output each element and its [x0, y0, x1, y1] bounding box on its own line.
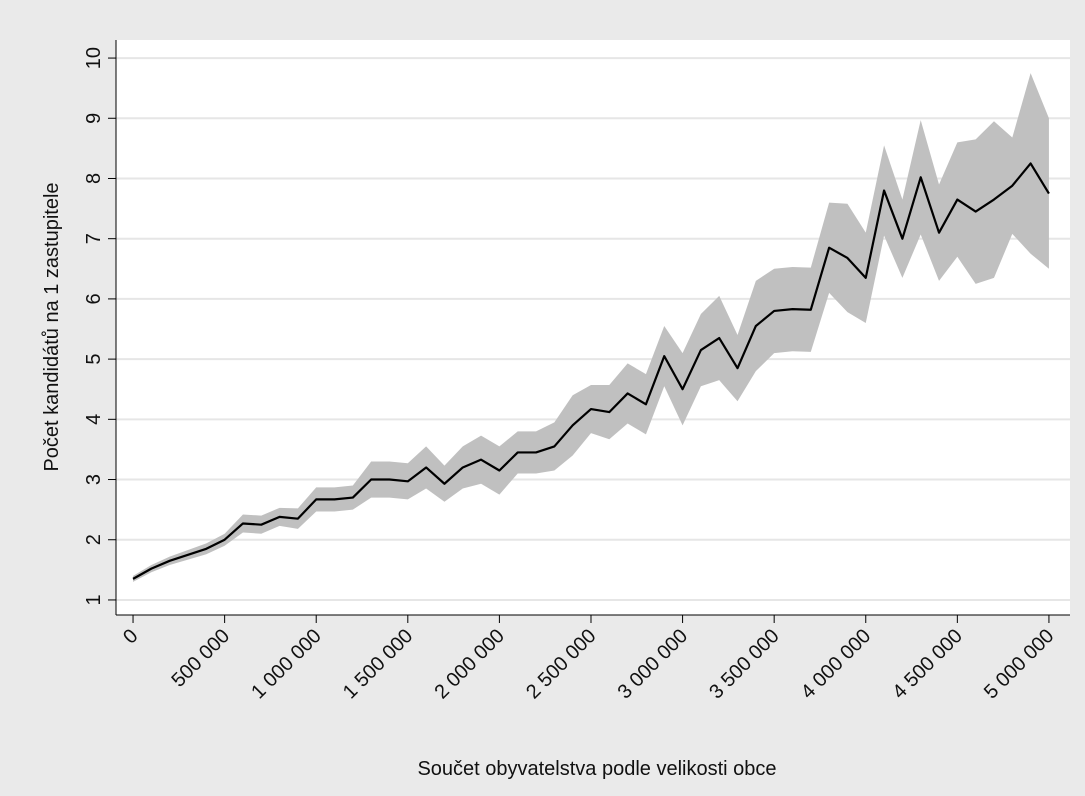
y-tick-label: 1 [83, 594, 105, 605]
line [132, 162, 1050, 580]
y-tick-label: 8 [83, 173, 105, 184]
y-tick-label: 7 [83, 233, 105, 244]
y-tick-label: 4 [83, 414, 105, 425]
y-tick-label: 3 [83, 474, 105, 485]
y-tick-label: 10 [83, 47, 105, 69]
y-tick-label: 6 [83, 293, 105, 304]
y-tick-label: 2 [83, 534, 105, 545]
y-axis-title: Počet kandidátů na 1 zastupitele [41, 182, 63, 471]
y-tick-label: 9 [83, 113, 105, 124]
x-axis-title: Součet obyvatelstva podle velikosti obce [417, 758, 776, 780]
y-tick-label: 5 [83, 354, 105, 365]
